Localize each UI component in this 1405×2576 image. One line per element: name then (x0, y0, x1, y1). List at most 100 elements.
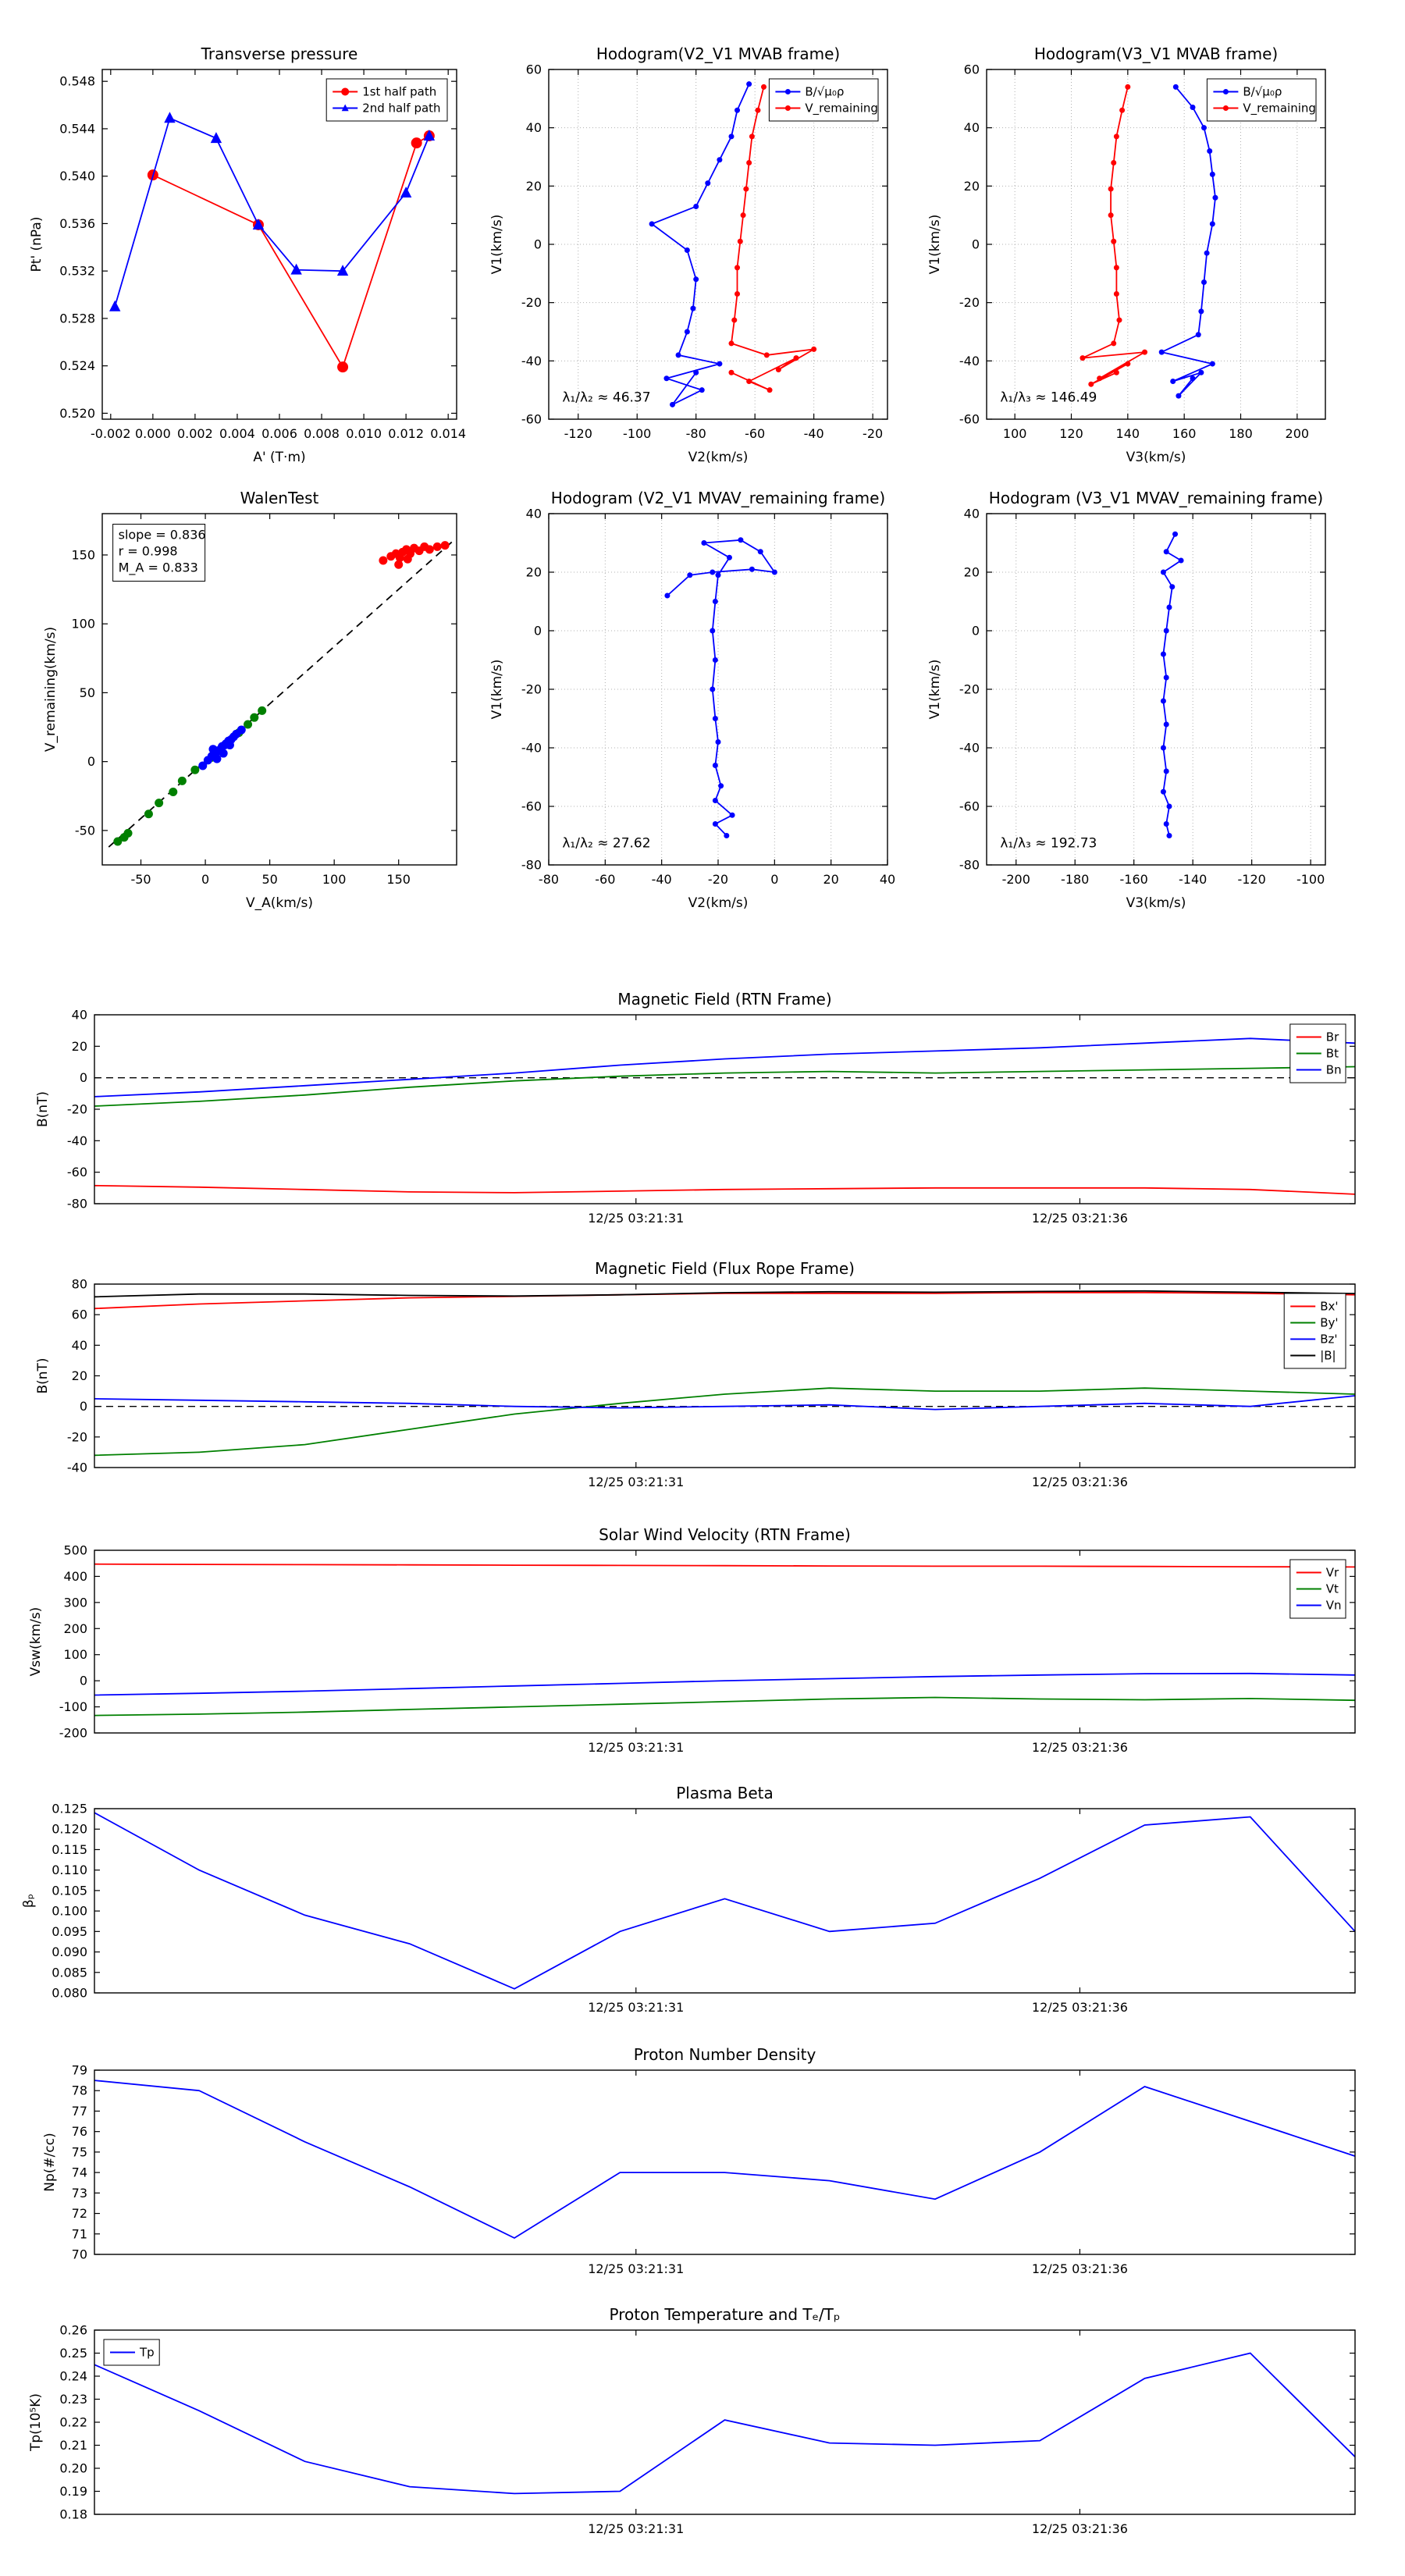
y-tick-label: 0.548 (59, 74, 95, 89)
y-axis-label: B(nT) (35, 1091, 51, 1127)
marker-dot (717, 157, 723, 163)
plot-area (94, 1809, 1355, 1993)
marker-dot (738, 537, 744, 543)
series-line-V_remaining (731, 87, 815, 391)
y-tick-label: 0.20 (59, 2461, 87, 2476)
x-axis-label: V2(km/s) (688, 895, 749, 911)
x-tick-label: -200 (1002, 872, 1030, 887)
y-tick-label: 0.536 (59, 216, 95, 231)
plot-area (102, 69, 457, 419)
y-tick-label: 0 (80, 1399, 87, 1414)
marker-dot (749, 133, 755, 140)
marker-dot (1200, 125, 1207, 131)
y-tick-label: 0.120 (52, 1822, 87, 1837)
marker-dot (1163, 821, 1169, 827)
marker-dot (258, 706, 267, 715)
marker-dot (740, 212, 746, 219)
x-tick-label: -40 (804, 426, 824, 441)
marker-dot (693, 276, 699, 283)
y-tick-label: -20 (521, 682, 542, 697)
y-tick-label: -20 (959, 295, 980, 310)
y-tick-label: 0.532 (59, 264, 95, 279)
y-axis-label: B(nT) (35, 1357, 51, 1393)
x-tick-label: 0.002 (177, 426, 213, 441)
marker-dot (1160, 698, 1166, 704)
chart-title: Plasma Beta (676, 1784, 774, 1802)
marker-dot (379, 556, 388, 565)
marker-dot (771, 569, 777, 575)
marker-circle (341, 87, 350, 96)
marker-dot (1111, 159, 1117, 165)
marker-dot (760, 84, 767, 90)
y-tick-label: 20 (72, 1368, 87, 1383)
x-tick-label: -160 (1120, 872, 1148, 887)
legend-label: Bt (1326, 1047, 1339, 1061)
marker-circle (411, 137, 422, 149)
marker-dot (712, 763, 718, 768)
chart-title: Proton Number Density (634, 2045, 816, 2064)
marker-dot (1108, 212, 1114, 219)
chart-title: Hodogram(V3_V1 MVAB frame) (1034, 44, 1278, 63)
y-tick-label: -40 (959, 354, 980, 368)
marker-dot (1163, 628, 1169, 634)
marker-triangle (109, 300, 121, 311)
y-tick-label: -40 (521, 741, 542, 756)
x-tick-label: 12/25 03:21:36 (1032, 1740, 1128, 1755)
marker-dot (403, 554, 412, 564)
y-tick-label: 0 (534, 237, 542, 252)
legend-label: Bx' (1320, 1300, 1338, 1314)
y-tick-label: 0.544 (59, 121, 95, 136)
marker-dot (670, 401, 676, 407)
marker-dot (1172, 84, 1179, 90)
y-tick-label: -50 (75, 823, 95, 838)
marker-dot (1116, 317, 1122, 323)
annotation-line: slope = 0.836 (119, 528, 206, 543)
chart-title: Hodogram(V2_V1 MVAB frame) (596, 44, 840, 63)
y-tick-label: 0.520 (59, 406, 95, 421)
y-tick-label: 0 (534, 624, 542, 639)
y-tick-label: 0.528 (59, 311, 95, 326)
marker-dot (746, 378, 752, 384)
x-tick-label: 0 (201, 872, 209, 887)
marker-dot (1163, 768, 1169, 774)
marker-dot (198, 761, 208, 770)
y-tick-label: 0.080 (52, 1986, 87, 2001)
marker-dot (728, 340, 735, 347)
marker-dot (763, 352, 770, 358)
marker-dot (1160, 569, 1166, 575)
marker-dot (144, 809, 153, 819)
y-axis-label: Pt' (nPa) (29, 217, 44, 272)
y-tick-label: 20 (72, 1039, 87, 1054)
marker-dot (250, 713, 259, 722)
marker-dot (1190, 105, 1196, 111)
marker-dot (1119, 107, 1126, 113)
marker-dot (1125, 84, 1131, 90)
x-tick-label: -180 (1061, 872, 1089, 887)
x-tick-label: 12/25 03:21:36 (1032, 1211, 1128, 1226)
marker-dot (717, 361, 723, 367)
y-axis-label: βₚ (21, 1894, 37, 1908)
y-tick-label: 40 (526, 120, 542, 135)
marker-dot (811, 346, 817, 352)
marker-dot (1166, 803, 1172, 809)
y-tick-label: -20 (959, 682, 980, 697)
panel-hodogram_v2v1_mvab: -120 -100 -80 -60 -40 -20 -60 -40 -20 0 20 40 60 Hodo… (489, 44, 888, 465)
x-tick-label: 12/25 03:21:31 (588, 1475, 684, 1489)
marker-triangle (336, 265, 349, 276)
x-tick-label: 200 (1286, 426, 1310, 441)
marker-dot (1108, 186, 1114, 192)
marker-dot (1204, 250, 1210, 256)
y-tick-label: -80 (521, 858, 542, 873)
series-line-Bt (94, 1066, 1356, 1107)
y-tick-label: -60 (959, 799, 980, 814)
x-tick-label: 0.012 (388, 426, 424, 441)
marker-dot (1158, 349, 1165, 355)
marker-triangle (252, 218, 265, 229)
marker-dot (784, 89, 791, 94)
marker-dot (710, 569, 716, 575)
legend-label: Br (1326, 1030, 1339, 1044)
x-axis-label: V2(km/s) (688, 450, 749, 465)
y-tick-label: 0 (87, 754, 95, 769)
legend-label: B/√μ₀ρ (805, 85, 844, 99)
